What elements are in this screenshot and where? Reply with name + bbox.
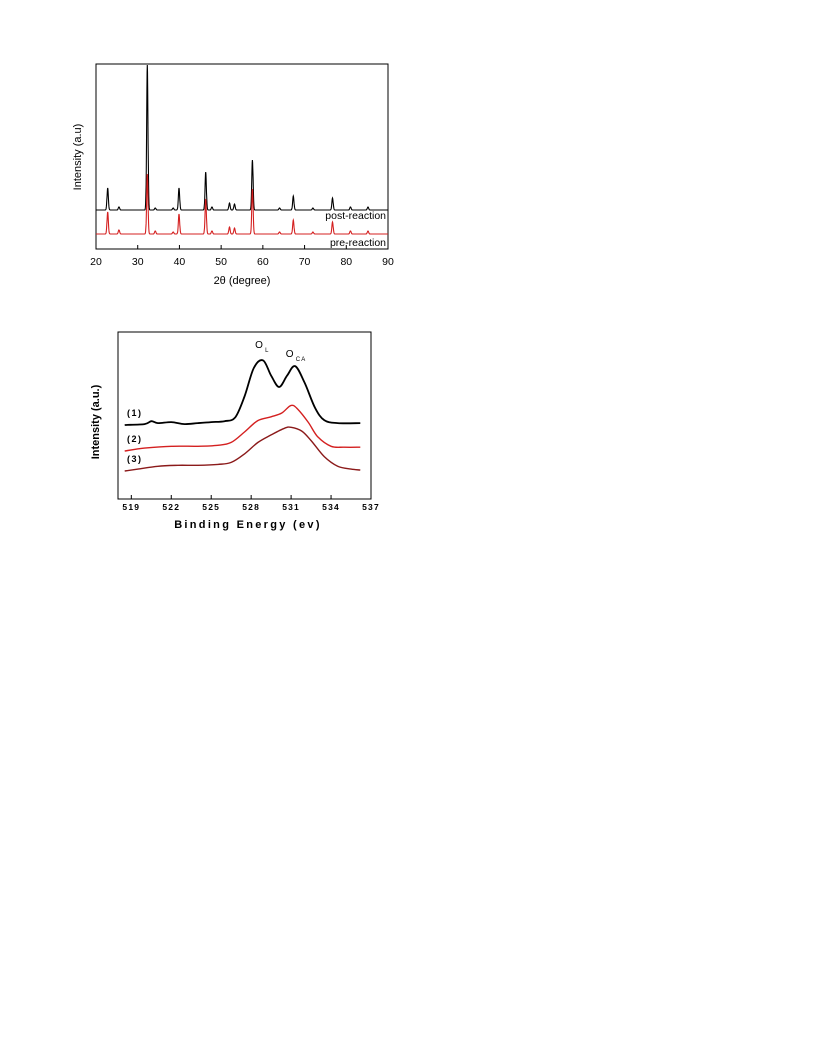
- xps-y-axis-label: Intensity (a.u.): [90, 384, 102, 459]
- xrd-x-tick-label: 80: [340, 256, 352, 268]
- xrd-series-line-1: [96, 64, 388, 211]
- xps-series-line-3: [124, 426, 361, 472]
- xps-series-label-1: (1): [127, 408, 143, 418]
- xps-x-axis-label: Binding Energy (ev): [174, 519, 322, 531]
- xps-plot-frame: [117, 331, 372, 500]
- xrd-series-label-post: post-reaction: [325, 210, 386, 222]
- xps-x-tick-label: 531: [282, 502, 300, 512]
- xrd-series-group: [96, 64, 388, 235]
- xps-series-line-1: [124, 359, 361, 426]
- xps-series-label-2: (2): [127, 434, 143, 444]
- xrd-x-tick-label: 70: [299, 256, 311, 268]
- xps-x-tick-label: 534: [322, 502, 340, 512]
- xrd-series-line-2: [96, 173, 388, 235]
- xps-x-tick-label: 537: [362, 502, 380, 512]
- xps-x-tick-label: 519: [122, 502, 140, 512]
- xrd-x-axis-label: 2θ (degree): [214, 275, 271, 287]
- xrd-x-tick-label: 30: [132, 256, 144, 268]
- xps-peak-label-sub-ca: CA: [296, 357, 307, 363]
- xps-ticks-group: 519 522 525 528 531 534 537: [122, 495, 379, 512]
- xps-chart: (1)(2)(3) 519 522 525 528 531 534 537 O L O CA Bi…: [90, 331, 379, 531]
- xps-x-tick-label: 528: [242, 502, 260, 512]
- xrd-chart: 20 30 40 50 60 70 80 90 post-reaction pre-react…: [72, 63, 394, 287]
- xps-annotations-group: O L O CA: [255, 340, 307, 363]
- xps-peak-label-ca: O: [286, 349, 294, 360]
- xrd-y-axis-label: Intensity (a.u): [72, 124, 84, 191]
- xrd-x-tick-label: 90: [382, 256, 394, 268]
- xps-series-line-2: [124, 404, 361, 452]
- xps-series-group: (1) (2) (3): [124, 359, 361, 472]
- xrd-x-tick-label: 20: [90, 256, 102, 268]
- xrd-x-tick-label: 40: [174, 256, 186, 268]
- xrd-x-tick-label: 60: [257, 256, 269, 268]
- xps-x-tick-label: 525: [202, 502, 220, 512]
- xrd-ticks-group: 20 30 40 50 60 70 80 90: [90, 245, 394, 268]
- xps-series-label-3: (3): [127, 454, 143, 464]
- xps-peak-label-l: O: [255, 340, 263, 351]
- xps-x-tick-label: 522: [162, 502, 180, 512]
- xrd-x-tick-label: 50: [215, 256, 227, 268]
- xrd-plot-frame: [95, 63, 389, 250]
- xps-peak-label-sub-l: L: [265, 348, 270, 354]
- xrd-series-label-pre: pre-reaction: [330, 237, 386, 249]
